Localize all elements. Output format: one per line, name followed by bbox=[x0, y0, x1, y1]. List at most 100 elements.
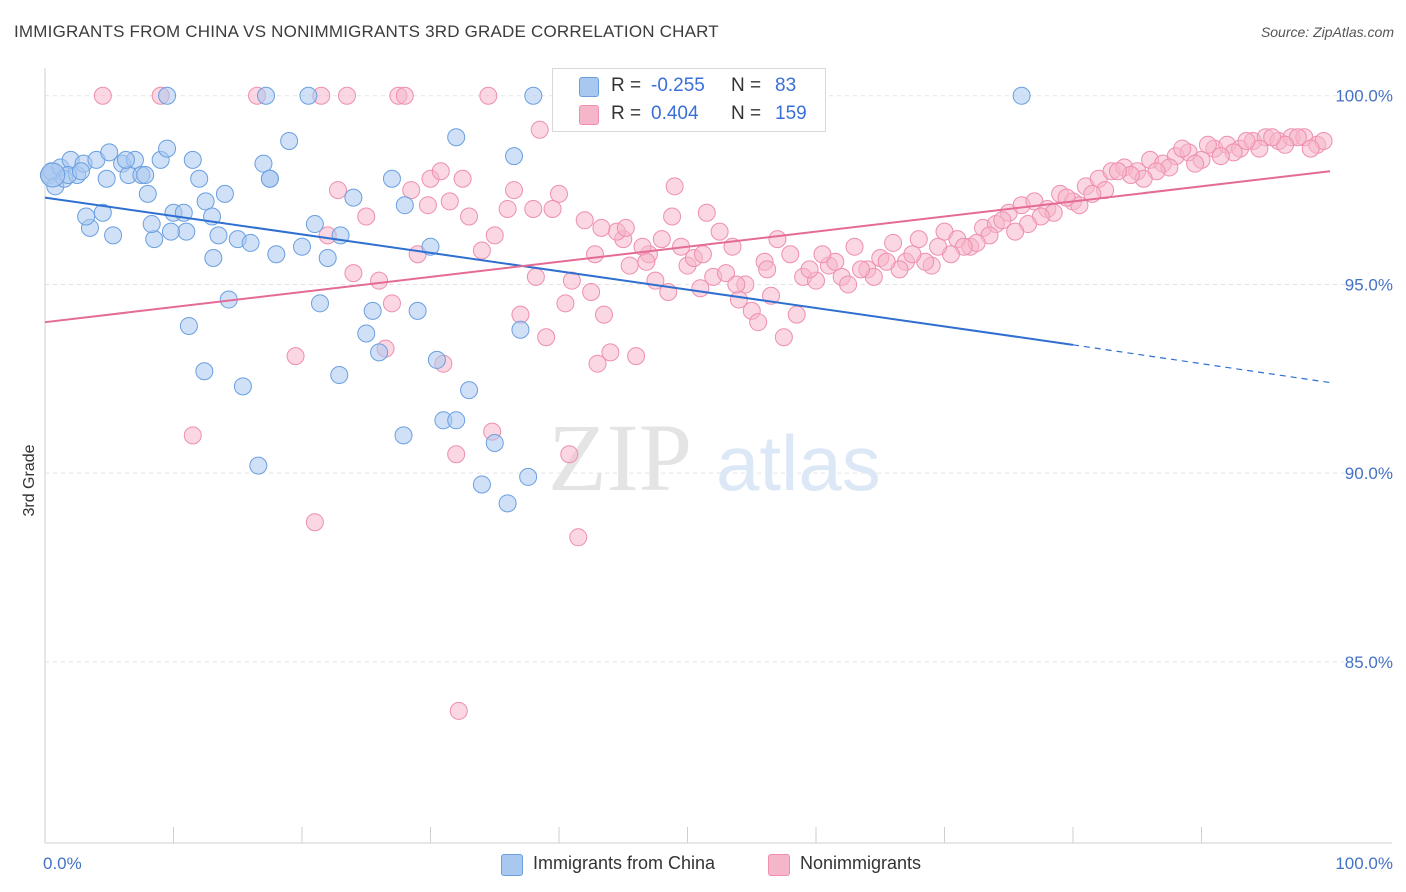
nonimmigrants-point-115 bbox=[993, 211, 1012, 230]
nonimmigrants-point-130 bbox=[800, 260, 819, 279]
nonimmigrants-point-24 bbox=[472, 241, 491, 260]
nonimmigrants-point-28 bbox=[524, 199, 543, 218]
nonimmigrants-point-25 bbox=[485, 226, 504, 245]
nonimmigrants-point-144 bbox=[620, 256, 639, 275]
y-tick-label-1: 90.0% bbox=[1345, 464, 1393, 483]
legend-row-nonimmigrants: R = 0.404 N = 159 bbox=[553, 101, 825, 129]
watermark: ZIP atlas bbox=[548, 404, 881, 511]
nonimmigrants-point-12 bbox=[305, 513, 324, 532]
nonimmigrants-point-58 bbox=[909, 230, 928, 249]
nonimmigrants-point-164 bbox=[616, 218, 635, 237]
china-point-72 bbox=[233, 377, 252, 396]
nonimmigrants-point-10 bbox=[183, 426, 202, 445]
china-point-63 bbox=[116, 150, 135, 169]
correlation-legend: R = -0.255 N = 83 R = 0.404 N = 159 bbox=[552, 68, 826, 132]
nonimmigrants-point-8 bbox=[530, 120, 549, 139]
china-point-57 bbox=[158, 86, 177, 105]
nonimmigrants-point-161 bbox=[637, 252, 656, 271]
r-label: R = bbox=[611, 103, 642, 124]
china-point-65 bbox=[142, 215, 161, 234]
nonimmigrants-point-120 bbox=[929, 237, 948, 256]
nonimmigrants-point-4 bbox=[337, 86, 356, 105]
china-point-56 bbox=[257, 86, 276, 105]
y-tick-label-2: 95.0% bbox=[1345, 275, 1393, 294]
china-point-50 bbox=[485, 433, 504, 452]
nonimmigrants-point-30 bbox=[556, 294, 575, 313]
china-point-53 bbox=[511, 320, 530, 339]
china-point-42 bbox=[395, 196, 414, 215]
nonimmigrants-point-132 bbox=[774, 328, 793, 347]
china-point-55 bbox=[299, 86, 318, 105]
n-label: N = bbox=[731, 103, 762, 124]
nonimmigrants-point-129 bbox=[813, 245, 832, 264]
china-point-79 bbox=[447, 128, 466, 147]
china-point-36 bbox=[318, 249, 337, 268]
nonimmigrants-point-96 bbox=[1237, 132, 1256, 151]
china-point-70 bbox=[204, 249, 223, 268]
source-label: Source: ZipAtlas.com bbox=[1260, 24, 1394, 40]
china-point-80 bbox=[519, 467, 538, 486]
trend-line-nonimmigrants bbox=[44, 170, 1331, 324]
nonimmigrants-point-48 bbox=[781, 245, 800, 264]
nonimmigrants-point-101 bbox=[1173, 139, 1192, 158]
nonimmigrants-point-43 bbox=[717, 264, 736, 283]
china-point-74 bbox=[260, 169, 279, 188]
nonimmigrants-point-127 bbox=[839, 275, 858, 294]
nonimmigrants-point-158 bbox=[526, 267, 545, 286]
nonimmigrants-point-100 bbox=[1186, 154, 1205, 173]
nonimmigrants-point-153 bbox=[440, 192, 459, 211]
nonimmigrants-point-33 bbox=[588, 354, 607, 373]
nonimmigrants-point-114 bbox=[1006, 222, 1025, 241]
nonimmigrants-point-149 bbox=[560, 445, 579, 464]
china-point-24 bbox=[196, 192, 215, 211]
nonimmigrants-point-17 bbox=[382, 294, 401, 313]
china-point-33 bbox=[280, 132, 299, 151]
r-value-china: -0.255 bbox=[651, 75, 705, 96]
r-label: R = bbox=[611, 75, 642, 96]
nonimmigrants-point-56 bbox=[884, 233, 903, 252]
china-point-38 bbox=[344, 188, 363, 207]
nonimmigrants-point-137 bbox=[710, 222, 729, 241]
china-point-27 bbox=[215, 184, 234, 203]
china-point-58 bbox=[104, 226, 123, 245]
nonimmigrants-point-7 bbox=[479, 86, 498, 105]
nonimmigrants-point-163 bbox=[585, 245, 604, 264]
nonimmigrants-point-22 bbox=[447, 445, 466, 464]
china-point-68 bbox=[179, 316, 198, 335]
nonimmigrants-point-146 bbox=[594, 305, 613, 324]
china-point-23 bbox=[190, 169, 209, 188]
legend-row-china: R = -0.255 N = 83 bbox=[553, 73, 825, 101]
nonimmigrants-point-36 bbox=[627, 347, 646, 366]
nonimmigrants-point-168 bbox=[758, 260, 777, 279]
y-tick-label-0: 85.0% bbox=[1345, 653, 1393, 672]
china-point-60 bbox=[77, 207, 96, 226]
trend-line-china bbox=[44, 196, 1074, 346]
china-point-82 bbox=[1012, 86, 1031, 105]
china-point-39 bbox=[357, 324, 376, 343]
legend-swatch-china bbox=[501, 854, 523, 876]
nonimmigrants-point-9 bbox=[550, 184, 568, 203]
nonimmigrants-point-94 bbox=[1263, 128, 1282, 147]
r-value-nonimmigrants: 0.404 bbox=[651, 103, 699, 124]
china-point-40 bbox=[370, 343, 389, 362]
nonimmigrants-point-6 bbox=[395, 86, 414, 105]
chart-title: IMMIGRANTS FROM CHINA VS NONIMMIGRANTS 3… bbox=[14, 22, 719, 41]
nonimmigrants-point-91 bbox=[1301, 139, 1320, 158]
nonimmigrants-point-99 bbox=[1198, 135, 1217, 154]
china-point-44 bbox=[421, 237, 440, 256]
nonimmigrants-point-167 bbox=[727, 275, 746, 294]
nonimmigrants-point-11 bbox=[286, 347, 305, 366]
nonimmigrants-point-162 bbox=[449, 701, 468, 720]
china-point-77 bbox=[363, 301, 382, 320]
china-point-76 bbox=[330, 366, 349, 385]
legend-label-china: Immigrants from China bbox=[533, 853, 716, 873]
china-point-51 bbox=[498, 494, 517, 513]
trend-line-china-extension bbox=[1072, 344, 1331, 384]
china-point-43 bbox=[408, 301, 427, 320]
nonimmigrants-point-166 bbox=[693, 245, 712, 264]
nonimmigrants-point-159 bbox=[543, 199, 562, 218]
nonimmigrants-point-32 bbox=[575, 211, 594, 230]
china-point-32 bbox=[267, 245, 286, 264]
china-point-41 bbox=[382, 169, 401, 188]
series-nonimmigrants bbox=[93, 86, 1333, 720]
